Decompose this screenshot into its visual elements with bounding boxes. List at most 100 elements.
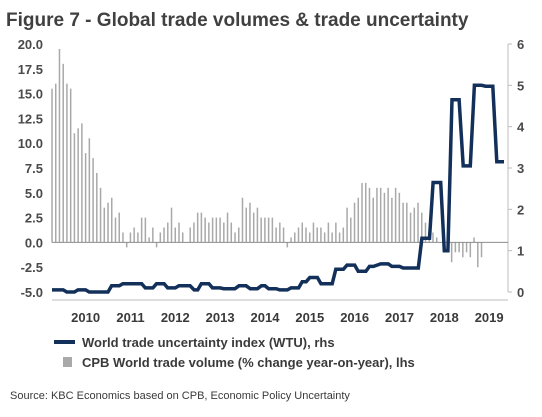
bar xyxy=(256,207,259,243)
left-tick-label: 7.5 xyxy=(25,161,43,176)
right-tick-label: 0 xyxy=(517,285,524,300)
bar xyxy=(114,217,117,243)
bar xyxy=(267,217,270,243)
left-axis-ticks: 20.0 17.5 15.0 12.5 10.0 7.5 5.0 2.5 0.0 -2.5 -5.0 xyxy=(18,37,43,300)
bar xyxy=(140,217,143,243)
bar xyxy=(376,187,378,243)
bar xyxy=(219,217,221,243)
left-tick-label: 0.0 xyxy=(25,235,43,250)
left-tick-label: -5.0 xyxy=(21,285,43,300)
bar xyxy=(111,197,113,243)
bar xyxy=(163,227,165,243)
bar xyxy=(264,217,266,243)
bar xyxy=(181,232,184,243)
bar xyxy=(361,182,363,243)
legend-label-wtu: World trade uncertainty index (WTU), rhs xyxy=(82,335,335,350)
bar xyxy=(458,242,460,253)
bar xyxy=(402,202,404,243)
x-tick-label: 2018 xyxy=(430,310,459,325)
bar xyxy=(159,232,162,243)
bar xyxy=(394,187,397,243)
source-note: Source: KBC Economics based on CPB, Econ… xyxy=(10,390,350,402)
bar xyxy=(391,197,393,243)
bar xyxy=(275,227,277,243)
bar xyxy=(118,212,120,243)
right-tick-label: 3 xyxy=(517,161,524,176)
left-tick-label: 12.5 xyxy=(18,111,43,126)
bar xyxy=(350,217,352,243)
x-tick-label: 2019 xyxy=(475,310,504,325)
left-tick-label: 5.0 xyxy=(25,186,43,201)
bar xyxy=(178,222,180,243)
bar xyxy=(308,232,311,243)
bar xyxy=(152,227,154,243)
bar xyxy=(383,192,386,243)
bar xyxy=(84,153,87,243)
x-tick-label: 2014 xyxy=(251,310,281,325)
bar xyxy=(234,232,236,243)
bar xyxy=(406,202,408,243)
bar xyxy=(58,48,61,243)
bar xyxy=(297,227,300,243)
bar xyxy=(122,232,124,243)
x-tick-label: 2015 xyxy=(295,310,324,325)
right-axis-ticks: 6 5 4 3 2 1 0 xyxy=(508,37,525,300)
bar xyxy=(465,242,468,253)
bar xyxy=(364,182,367,243)
bar-series xyxy=(51,48,483,268)
bar xyxy=(226,212,229,243)
right-tick-label: 5 xyxy=(517,78,524,93)
bar xyxy=(92,158,94,243)
bar xyxy=(450,242,453,263)
bar xyxy=(77,128,79,243)
bar xyxy=(409,212,412,243)
bar xyxy=(208,222,210,243)
bar xyxy=(424,222,427,243)
legend: World trade uncertainty index (WTU), rhs… xyxy=(54,335,415,370)
x-tick-label: 2013 xyxy=(206,310,235,325)
bar xyxy=(346,207,348,243)
x-tick-label: 2017 xyxy=(385,310,414,325)
bar xyxy=(473,237,475,243)
bar xyxy=(81,123,83,243)
bar xyxy=(331,232,333,243)
bar xyxy=(204,217,206,243)
bar xyxy=(211,217,214,243)
bar xyxy=(107,202,109,243)
bar xyxy=(252,212,255,243)
bar xyxy=(148,237,150,243)
left-tick-label: -2.5 xyxy=(21,260,43,275)
bar xyxy=(196,212,199,243)
bar xyxy=(279,222,281,243)
bar xyxy=(477,242,479,268)
bar xyxy=(335,222,337,243)
bar xyxy=(372,197,374,243)
bar xyxy=(129,232,132,243)
right-tick-label: 6 xyxy=(517,37,524,52)
bar xyxy=(103,207,106,243)
chart-title: Figure 7 - Global trade volumes & trade … xyxy=(6,10,469,31)
bar xyxy=(480,242,483,258)
bar xyxy=(200,212,203,243)
right-tick-label: 2 xyxy=(517,202,524,217)
legend-bar-swatch xyxy=(63,357,72,367)
bar xyxy=(282,227,285,243)
bar xyxy=(342,227,345,243)
bar xyxy=(323,232,326,243)
bar xyxy=(215,217,218,243)
bar xyxy=(137,232,139,243)
bar xyxy=(398,192,401,243)
bar xyxy=(230,222,233,243)
bar xyxy=(174,227,177,243)
left-tick-label: 2.5 xyxy=(25,211,43,226)
bar xyxy=(271,217,274,243)
left-tick-label: 17.5 xyxy=(18,62,43,77)
right-tick-label: 1 xyxy=(517,244,524,259)
bar xyxy=(353,202,356,243)
bar xyxy=(189,227,191,243)
bar xyxy=(462,242,464,258)
left-tick-label: 15.0 xyxy=(18,87,43,102)
x-tick-label: 2010 xyxy=(71,310,100,325)
bar xyxy=(413,207,416,243)
bar xyxy=(432,232,434,243)
